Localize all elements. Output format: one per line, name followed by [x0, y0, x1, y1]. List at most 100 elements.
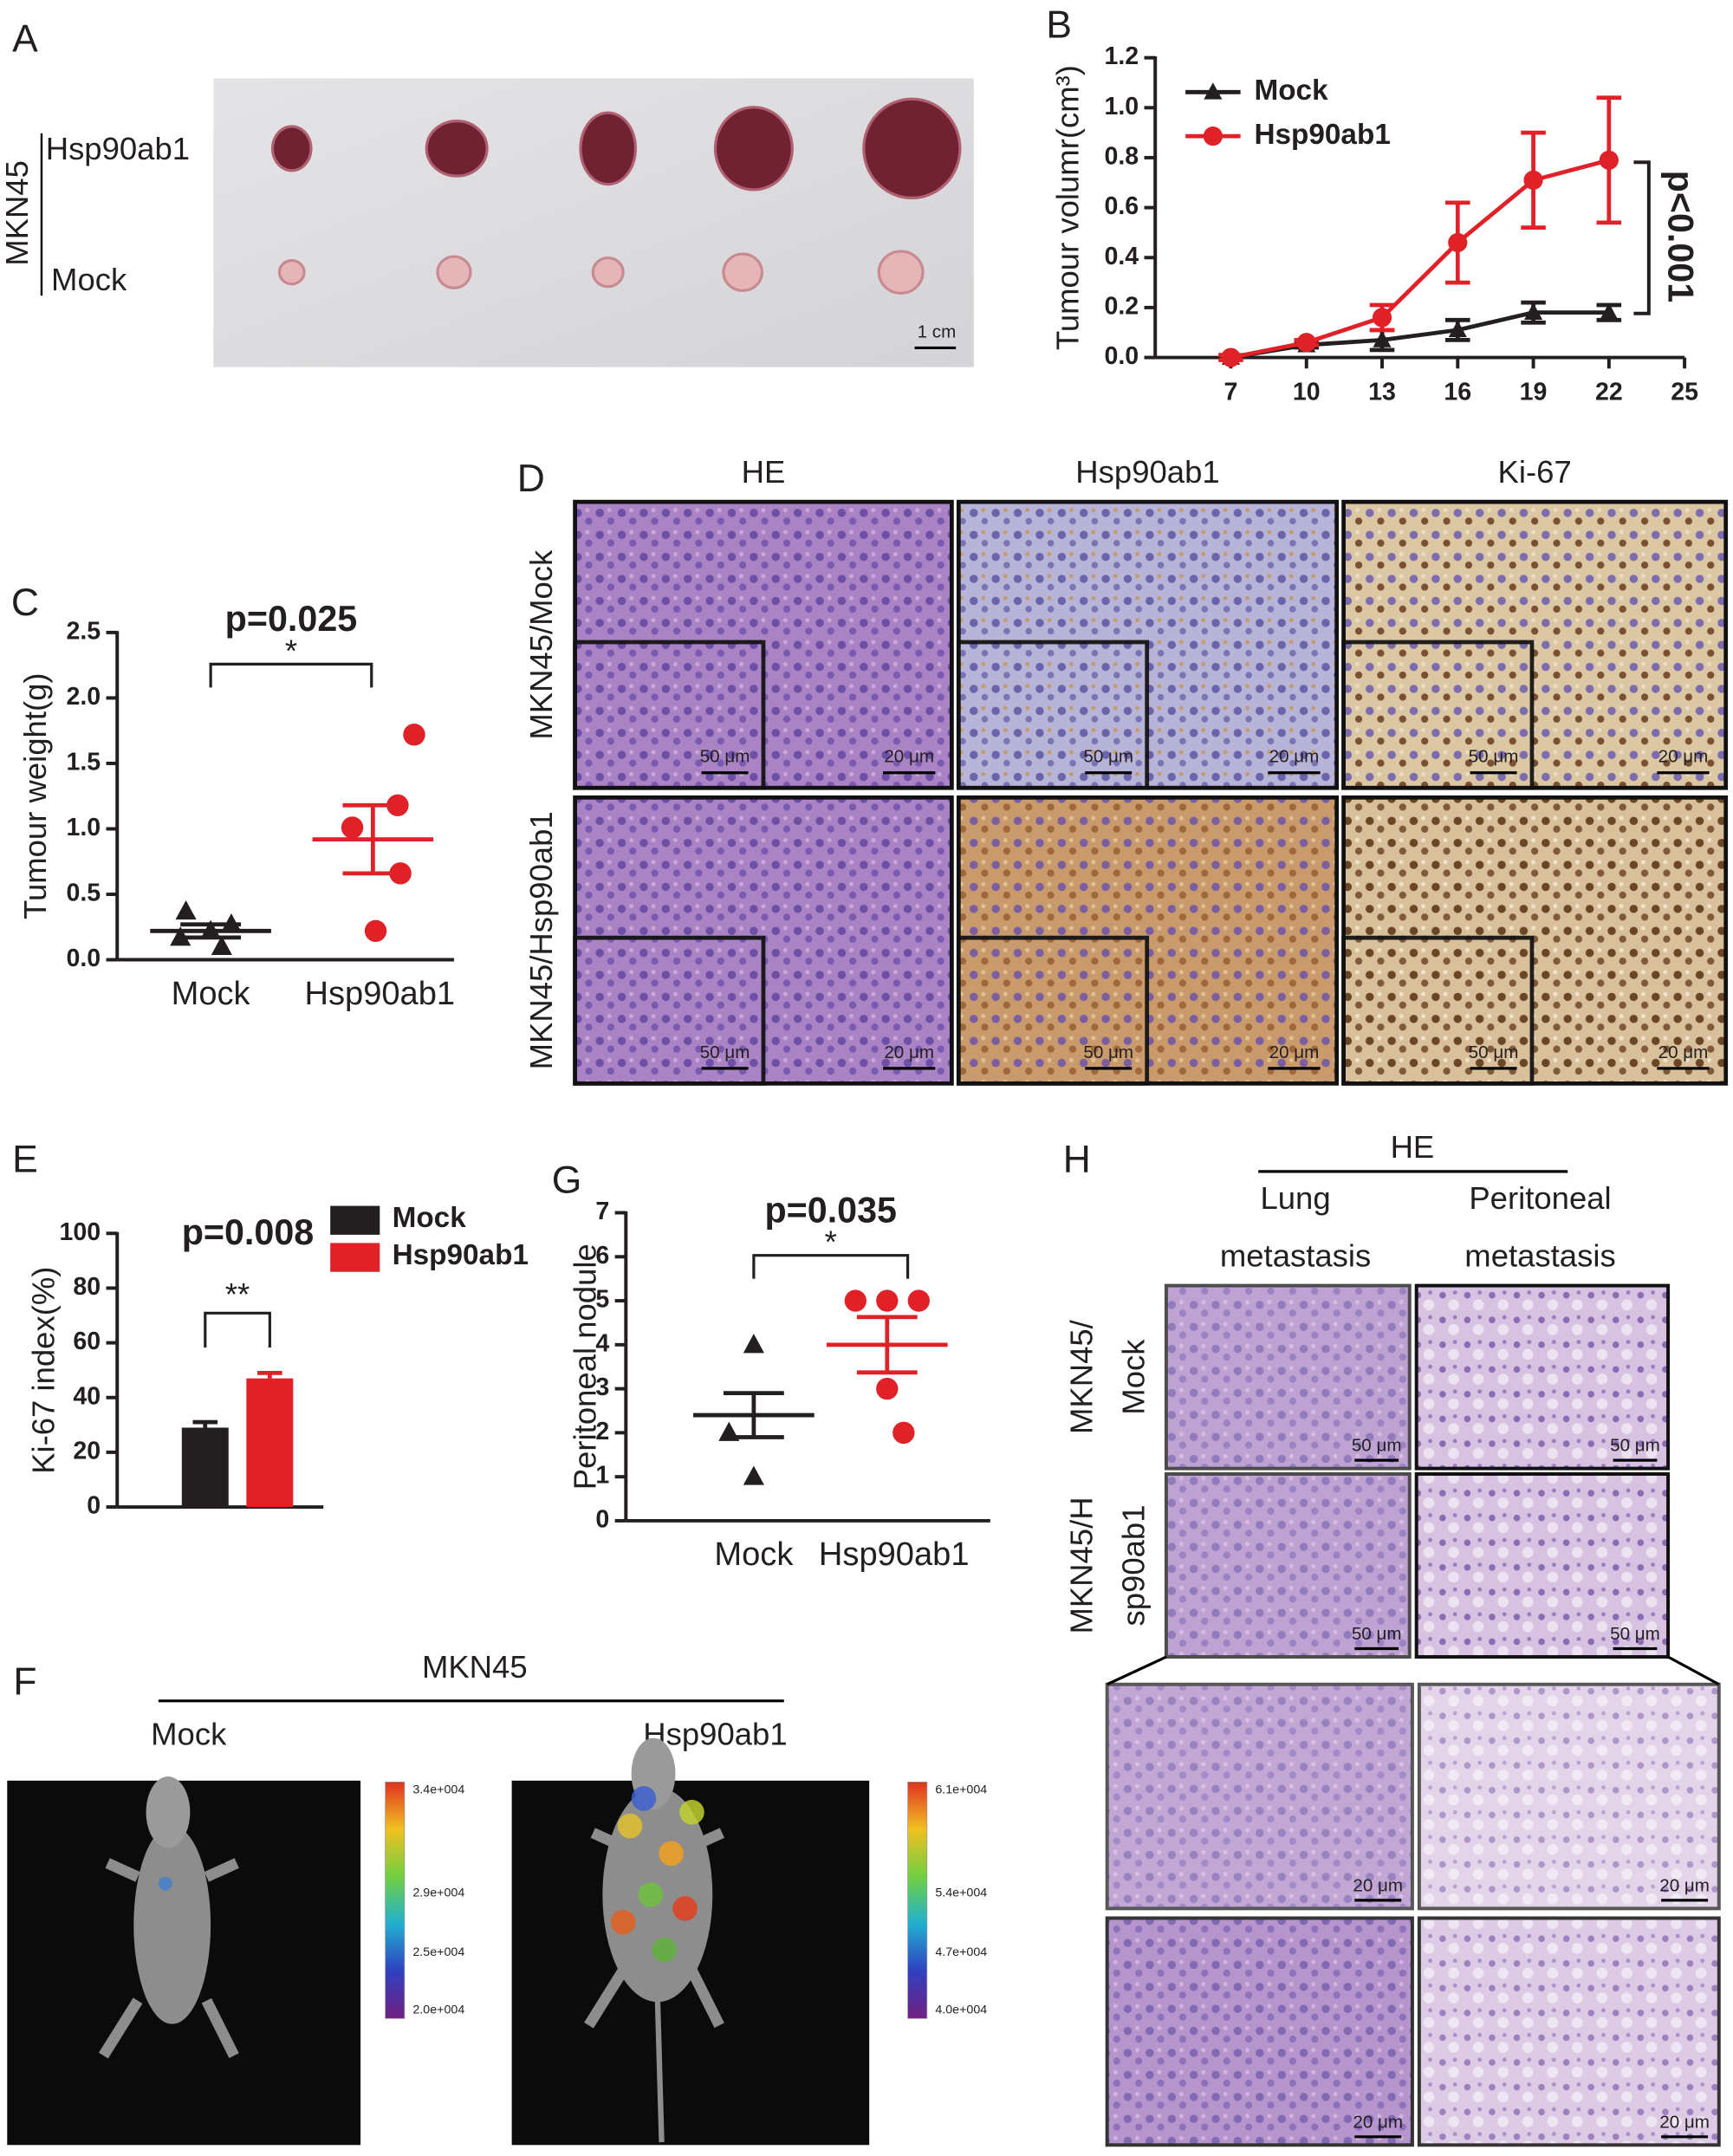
- label: metastasis: [1220, 1238, 1371, 1274]
- marker: [1600, 302, 1619, 320]
- series-line: [1230, 310, 1609, 360]
- y-tick-label: 2: [595, 1418, 609, 1445]
- zoom-lines: [1107, 1655, 1720, 1686]
- x-tick-label: 13: [1368, 378, 1396, 406]
- label: Mock: [172, 976, 251, 1012]
- label: Lung: [1260, 1180, 1330, 1216]
- y-tick-label: 0.4: [1104, 243, 1139, 270]
- signal: [659, 1841, 684, 1867]
- label: 2.0e+004: [412, 2003, 464, 2017]
- marker: [1599, 150, 1619, 170]
- label: Mock: [51, 262, 127, 297]
- bracket: [209, 662, 373, 688]
- label: 1 cm: [918, 321, 957, 341]
- signal: [158, 1876, 172, 1891]
- inset: [1341, 640, 1535, 790]
- label: 20 μm: [884, 747, 934, 767]
- label: Hsp90ab1: [1075, 454, 1219, 490]
- y-tick-label: 0.0: [1104, 342, 1139, 370]
- label: Mock: [151, 1717, 227, 1752]
- tumour: [877, 250, 925, 295]
- label: B: [1046, 3, 1072, 46]
- y-tick-label: 100: [60, 1218, 101, 1246]
- legend-label: Hsp90ab1: [393, 1239, 529, 1271]
- row-label: MKN45/H: [1063, 1497, 1099, 1633]
- signal: [638, 1882, 664, 1907]
- label: Ki-67: [1498, 454, 1572, 490]
- y-tick-label: 0: [87, 1492, 101, 1520]
- label: p=0.008: [182, 1212, 315, 1252]
- label: 50 μm: [1352, 1624, 1402, 1644]
- label: 50 μm: [1469, 747, 1519, 767]
- label: **: [225, 1276, 250, 1312]
- label: 20 μm: [1658, 747, 1709, 767]
- tumour: [713, 106, 794, 192]
- y-axis-label: Tumour weight(g): [17, 672, 53, 919]
- inset: [1341, 935, 1535, 1086]
- marker: [341, 816, 364, 839]
- label: H: [1063, 1139, 1091, 1181]
- label: 5.4e+004: [935, 1886, 987, 1900]
- label: 50 μm: [700, 1042, 750, 1062]
- bar: [246, 1378, 294, 1508]
- label: 3.4e+004: [412, 1783, 464, 1797]
- label: Peritoneal: [1469, 1180, 1611, 1216]
- marker: [743, 1465, 764, 1485]
- label: *: [825, 1224, 837, 1260]
- x-tick-label: 22: [1595, 378, 1623, 406]
- label: *: [285, 633, 297, 668]
- marker: [403, 724, 425, 746]
- row-label: MKN45/: [1063, 1319, 1099, 1434]
- marker: [1523, 170, 1543, 190]
- y-tick-label: 4: [595, 1329, 609, 1357]
- mouse-legs: [98, 1858, 239, 2059]
- label: 20 μm: [1659, 2112, 1710, 2132]
- error-bar: [192, 1419, 218, 1428]
- micrograph: [1164, 1471, 1412, 1659]
- label: 20 μm: [1269, 747, 1320, 767]
- marker: [1524, 302, 1543, 320]
- label: F: [13, 1660, 36, 1703]
- sem-bar: [723, 1391, 784, 1439]
- sem-bar: [342, 802, 404, 876]
- inset: [573, 640, 766, 790]
- marker: [1296, 333, 1316, 353]
- bracket: [752, 1254, 910, 1279]
- bracket: [1633, 160, 1651, 315]
- label: HE: [1391, 1129, 1435, 1165]
- label: 20 μm: [1659, 1875, 1710, 1895]
- inset: [956, 935, 1150, 1086]
- signal: [617, 1813, 643, 1839]
- label: 50 μm: [1083, 1042, 1133, 1062]
- bracket: [204, 1311, 271, 1348]
- marker: [907, 1289, 930, 1312]
- marker: [1448, 320, 1467, 338]
- label: Hsp90ab1: [46, 131, 190, 166]
- inset: [956, 640, 1150, 790]
- label: Hsp90ab1: [304, 976, 455, 1012]
- y-tick-label: 0: [595, 1505, 609, 1533]
- label: 20 μm: [1269, 1042, 1320, 1062]
- label: HE: [742, 454, 786, 490]
- marker: [844, 1289, 866, 1312]
- label: 20 μm: [1353, 1875, 1403, 1895]
- label: 4.0e+004: [935, 2003, 987, 2017]
- micrograph: [1414, 1471, 1671, 1659]
- tumour: [591, 257, 625, 289]
- label: Hsp90ab1: [819, 1536, 970, 1573]
- colorbar: [907, 1782, 928, 2019]
- signal: [679, 1800, 704, 1825]
- x-tick-label: 16: [1444, 378, 1471, 406]
- marker: [211, 935, 232, 955]
- label: 50 μm: [1610, 1624, 1660, 1644]
- y-tick-label: 0.0: [67, 945, 101, 972]
- label: C: [11, 581, 39, 624]
- tumour: [436, 255, 472, 289]
- legend-swatch: [330, 1205, 380, 1235]
- row-label: MKN45/Mock: [523, 549, 559, 740]
- y-tick-label: 40: [73, 1382, 101, 1410]
- micrograph: [1417, 1682, 1721, 1911]
- y-tick-label: 0.2: [1104, 292, 1139, 320]
- y-axis-label: Peritoneal nodule: [568, 1244, 603, 1490]
